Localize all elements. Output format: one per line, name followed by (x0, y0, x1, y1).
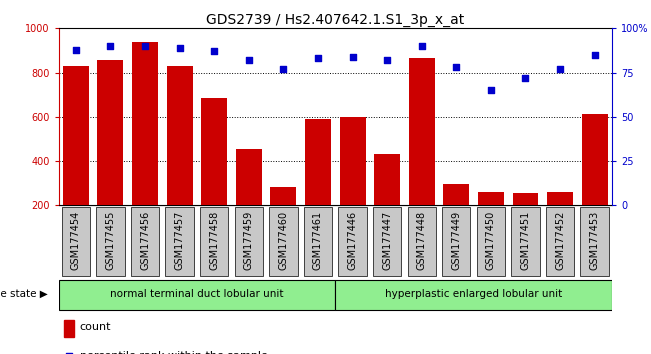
FancyBboxPatch shape (408, 207, 436, 276)
FancyBboxPatch shape (200, 207, 229, 276)
Point (140, 43, 150, 49)
Text: GSM177453: GSM177453 (590, 211, 600, 270)
Bar (478, 192, 504, 250)
Text: GSM177446: GSM177446 (348, 211, 357, 270)
Text: GSM177449: GSM177449 (451, 211, 462, 270)
Point (589, 52, 600, 58)
Bar (582, 114, 607, 250)
FancyBboxPatch shape (270, 207, 298, 276)
FancyBboxPatch shape (131, 207, 159, 276)
Text: GSM177454: GSM177454 (71, 211, 81, 270)
Point (64, 353, 74, 354)
FancyBboxPatch shape (96, 207, 124, 276)
Point (243, 57, 254, 63)
Text: disease state ▶: disease state ▶ (0, 289, 48, 299)
Bar (270, 187, 296, 250)
Bar (409, 58, 435, 250)
Point (451, 64, 462, 70)
FancyBboxPatch shape (511, 207, 540, 276)
FancyBboxPatch shape (373, 207, 401, 276)
Point (348, 54, 358, 59)
FancyBboxPatch shape (304, 207, 332, 276)
Text: GSM177456: GSM177456 (140, 211, 150, 270)
Point (520, 75, 531, 81)
Bar (201, 98, 227, 250)
Text: percentile rank within the sample: percentile rank within the sample (79, 351, 268, 354)
Point (278, 66, 288, 72)
Text: GSM177458: GSM177458 (209, 211, 219, 270)
Bar (305, 119, 331, 250)
Text: hyperplastic enlarged lobular unit: hyperplastic enlarged lobular unit (385, 289, 562, 299)
Bar (340, 117, 365, 250)
Text: GSM177461: GSM177461 (313, 211, 323, 270)
Title: GDS2739 / Hs2.407642.1.S1_3p_x_at: GDS2739 / Hs2.407642.1.S1_3p_x_at (206, 13, 464, 27)
Bar (512, 193, 538, 250)
Point (312, 56, 323, 61)
Point (486, 87, 496, 93)
Text: normal terminal duct lobular unit: normal terminal duct lobular unit (110, 289, 284, 299)
Text: GSM177450: GSM177450 (486, 211, 496, 270)
Bar (64, 320, 74, 337)
FancyBboxPatch shape (165, 207, 194, 276)
Point (417, 43, 427, 49)
Point (71, 47, 81, 52)
Point (174, 45, 185, 51)
FancyBboxPatch shape (62, 207, 90, 276)
Bar (98, 61, 124, 250)
Bar (374, 154, 400, 250)
FancyBboxPatch shape (477, 207, 505, 276)
Text: GSM177452: GSM177452 (555, 211, 565, 270)
Bar (443, 184, 469, 250)
FancyBboxPatch shape (581, 207, 609, 276)
Bar (236, 149, 262, 250)
FancyBboxPatch shape (59, 280, 335, 310)
Point (209, 48, 219, 54)
FancyBboxPatch shape (546, 207, 574, 276)
Text: GSM177447: GSM177447 (382, 211, 392, 270)
Bar (167, 66, 193, 250)
Text: GSM177448: GSM177448 (417, 211, 426, 270)
Bar (63, 66, 89, 250)
Text: GSM177455: GSM177455 (105, 211, 115, 270)
FancyBboxPatch shape (234, 207, 263, 276)
FancyBboxPatch shape (335, 280, 612, 310)
FancyBboxPatch shape (442, 207, 471, 276)
Point (382, 57, 393, 63)
Bar (547, 192, 573, 250)
Point (555, 66, 565, 72)
FancyBboxPatch shape (339, 207, 367, 276)
Bar (132, 42, 158, 250)
Text: count: count (79, 322, 111, 332)
Text: GSM177457: GSM177457 (174, 211, 185, 270)
Text: GSM177460: GSM177460 (279, 211, 288, 270)
Text: GSM177451: GSM177451 (521, 211, 531, 270)
Text: GSM177459: GSM177459 (244, 211, 254, 270)
Point (105, 43, 116, 49)
